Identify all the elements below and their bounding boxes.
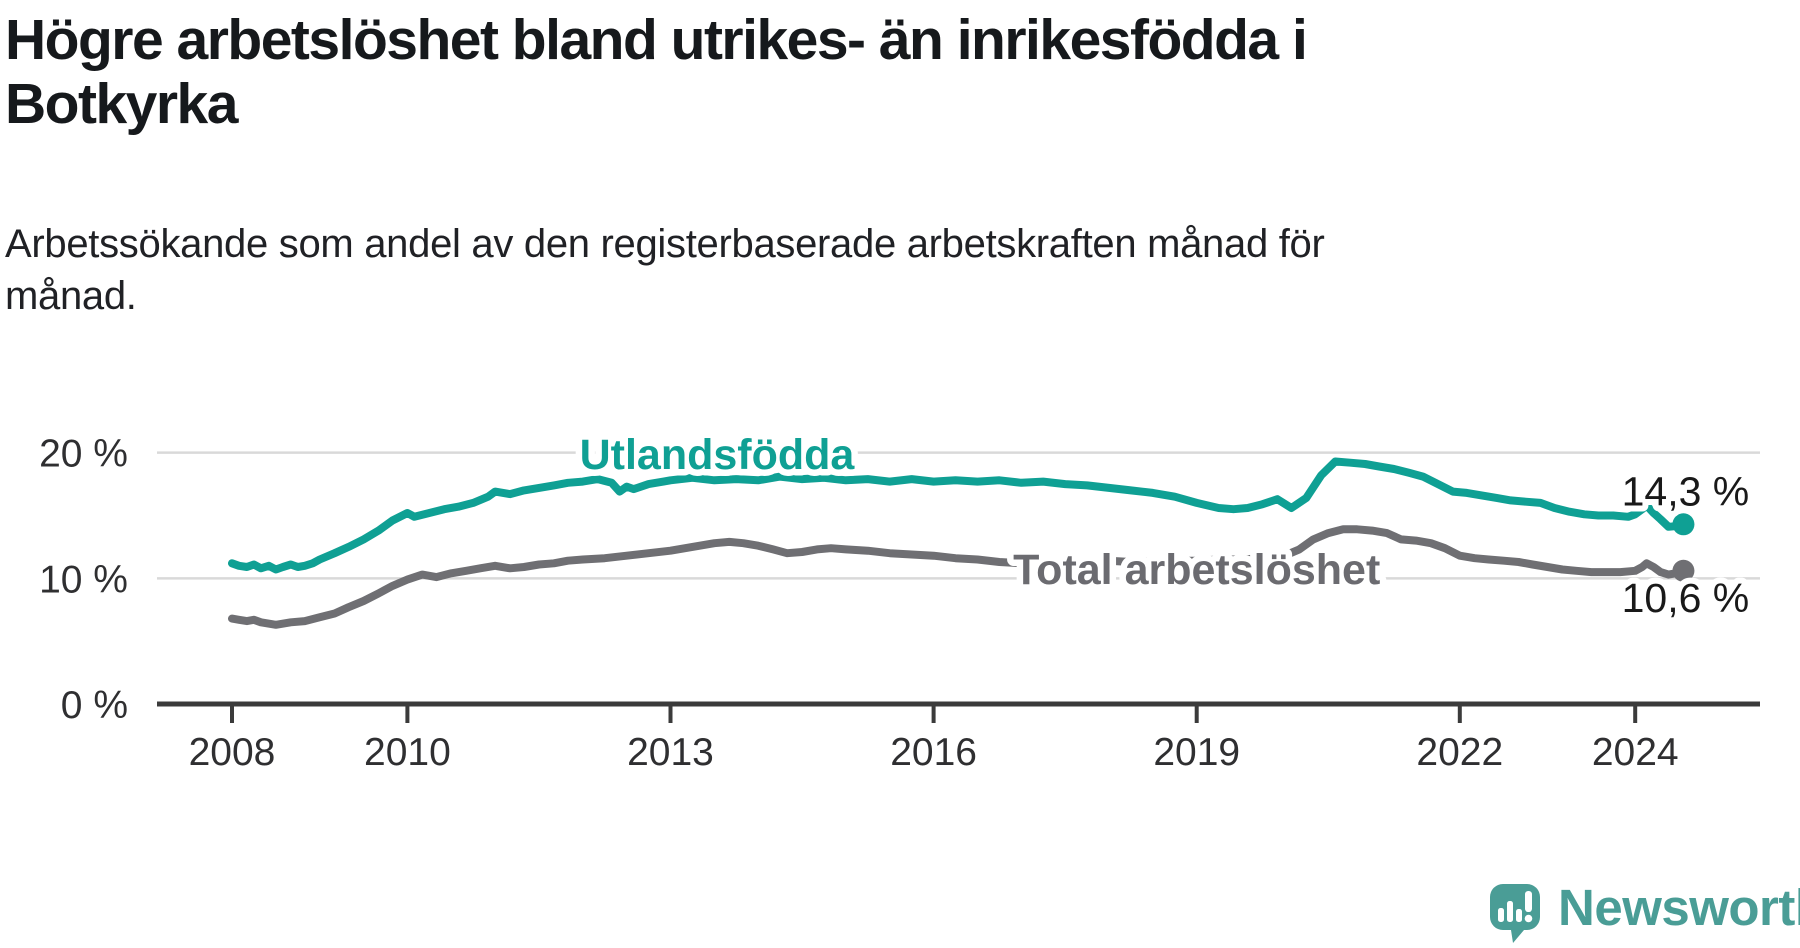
y-tick-label-10: 10 % [39,558,128,601]
newsworthy-bubble-icon [1490,884,1540,943]
x-tick-label-2022: 2022 [1416,731,1503,774]
page-subtitle: Arbetssökande som andel av den registerb… [5,222,1325,318]
exclamation-bar-icon [1525,891,1532,912]
series-name-label-0: Utlandsfödda [580,431,856,479]
bar-icon-2 [1507,901,1513,922]
bar-icon-1 [1498,908,1504,922]
exclamation-dot-icon [1524,914,1533,923]
x-tick-label-2010: 2010 [364,731,451,774]
end-dot-1 [1672,559,1695,582]
series-line-0 [228,457,1688,574]
brand-name: Newsworthy [1558,879,1800,936]
x-tick-label-2019: 2019 [1153,731,1240,774]
series-line-1 [228,525,1688,629]
bubble-shape [1490,884,1540,943]
end-value-label-0: 14,3 % [1622,468,1750,514]
newsworthy-logo: Newsworthy [1490,879,1800,946]
x-tick-label-2024: 2024 [1592,731,1679,774]
series-name-label-1: Total arbetslöshet [1013,546,1380,594]
end-value-label-1: 10,6 % [1622,575,1750,621]
x-tick-label-2008: 2008 [189,731,276,774]
y-tick-label-0: 0 % [61,684,128,727]
bar-icon-3 [1516,909,1522,922]
end-dot-0 [1672,513,1695,536]
x-tick-label-2013: 2013 [627,731,714,774]
y-tick-label-20: 20 % [39,433,128,476]
x-tick-label-2016: 2016 [890,731,977,774]
page-title: Högre arbetslöshet bland utrikes- än inr… [5,8,1308,137]
